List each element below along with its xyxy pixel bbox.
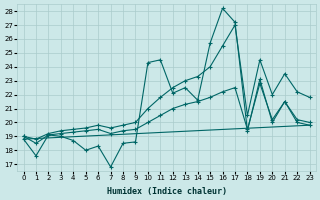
X-axis label: Humidex (Indice chaleur): Humidex (Indice chaleur): [107, 187, 227, 196]
